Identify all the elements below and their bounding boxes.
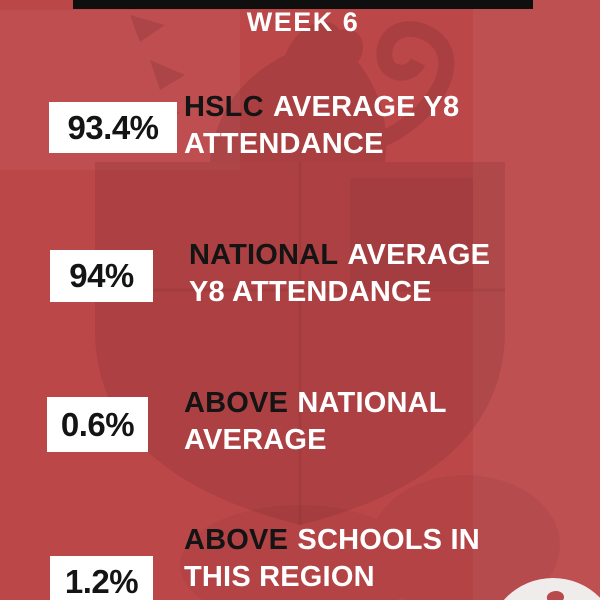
stat-label-light-text: ATTENDANCE (184, 128, 384, 160)
stat-label-light-text: NATIONAL (297, 387, 447, 419)
stat-value-badge: 0.6% (47, 397, 148, 452)
stat-label-light-text: AVERAGE Y8 (273, 91, 460, 123)
stat-label: HSLC AVERAGE Y8 ATTENDANCE (184, 89, 459, 163)
stat-label-light-text: AVERAGE (184, 424, 327, 456)
stat-label-dark-text: NATIONAL (189, 239, 339, 271)
stat-label-line: NATIONAL AVERAGE (189, 237, 490, 274)
stat-label-line: ABOVE SCHOOLS IN (184, 522, 480, 559)
stat-label-light-text: SCHOOLS IN (297, 524, 480, 556)
stat-value-badge: 1.2% (50, 556, 153, 600)
stat-value-badge: 93.4% (49, 102, 177, 153)
stat-label-light-text: THIS REGION (184, 561, 375, 593)
stat-label: ABOVE NATIONAL AVERAGE (184, 385, 447, 459)
stat-value-badge: 94% (50, 250, 153, 302)
crest-detail-icon (545, 589, 566, 600)
header-divider-bar (73, 0, 533, 9)
stat-label-dark-text: ABOVE (184, 387, 289, 419)
stat-label-dark-text: HSLC (184, 91, 264, 123)
stat-label-line: Y8 ATTENDANCE (189, 274, 490, 311)
stat-label: ABOVE SCHOOLS IN THIS REGION (184, 522, 480, 596)
page-title: WEEK 6 (246, 7, 360, 37)
stat-label-light-text: AVERAGE (347, 239, 491, 271)
stat-label-line: ABOVE NATIONAL (184, 385, 447, 422)
stat-label-line: ATTENDANCE (184, 126, 459, 163)
stat-label-line: THIS REGION (184, 559, 480, 596)
stat-label-light-text: Y8 ATTENDANCE (189, 276, 432, 308)
stat-label-line: AVERAGE (184, 422, 447, 459)
stat-label-line: HSLC AVERAGE Y8 (184, 89, 459, 126)
stat-label-dark-text: ABOVE (184, 524, 289, 556)
stat-label: NATIONAL AVERAGE Y8 ATTENDANCE (189, 237, 490, 311)
